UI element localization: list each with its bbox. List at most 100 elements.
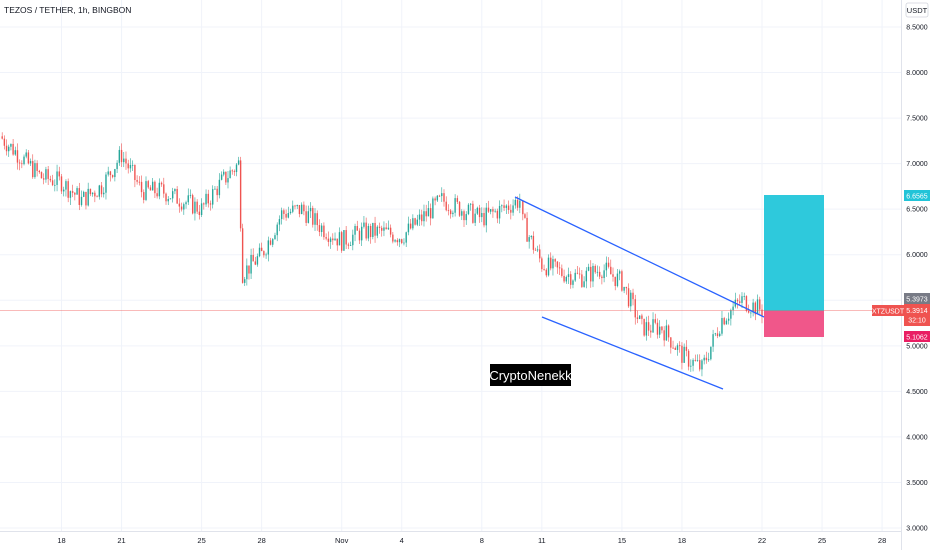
reference-price-label: 5.3973 (906, 297, 928, 304)
trendline-upper[interactable] (514, 196, 765, 318)
candle-body (280, 210, 283, 220)
candle-body (723, 318, 725, 325)
candle-body (707, 359, 710, 361)
countdown-label: 32:10 (908, 318, 926, 325)
candle-body (256, 256, 259, 265)
candle-body (683, 346, 685, 363)
candle-body (524, 214, 526, 218)
time-tick-label: 21 (117, 536, 125, 545)
candle-body (752, 302, 754, 313)
candle-body (405, 232, 407, 243)
long-position-loss-zone[interactable] (764, 311, 824, 337)
candle-body (76, 188, 78, 195)
candle-body (116, 162, 118, 170)
candle-body (507, 205, 510, 210)
candle-body (647, 322, 650, 331)
candle-body (5, 145, 8, 152)
symbol-title[interactable]: TEZOS / TETHER, 1h, BINGBON (4, 5, 131, 15)
candle-body (636, 317, 639, 319)
candle-body (727, 318, 730, 321)
price-tick-layer: 8.50008.00007.50007.00006.50006.00005.50… (906, 25, 928, 533)
candle-body (581, 274, 583, 287)
candle-body (556, 261, 559, 268)
candle-body (18, 162, 21, 164)
candle-body (572, 280, 574, 285)
candle-body (594, 265, 596, 273)
last-symbol-badge (872, 305, 904, 316)
candle-body (71, 191, 74, 193)
candle-body (192, 195, 194, 214)
candle-body (676, 345, 679, 350)
candle-body (151, 181, 154, 191)
candle-body (305, 211, 307, 223)
time-tick-label: 25 (197, 536, 205, 545)
candle-body (587, 266, 590, 271)
candle-body (56, 171, 58, 185)
candle-body (627, 288, 630, 307)
candle-body (721, 318, 723, 334)
long-position-profit-zone[interactable] (764, 195, 824, 311)
time-tick-label: 28 (878, 536, 886, 545)
candle-body (547, 257, 550, 276)
candle-body (449, 210, 452, 215)
candle-body (652, 319, 654, 333)
candle-body (432, 198, 434, 219)
candle-body (621, 271, 623, 291)
candle-body (701, 360, 703, 370)
time-tick-label: 18 (57, 536, 65, 545)
candle-body (216, 188, 218, 196)
candle-body (125, 158, 127, 164)
candle-body (1, 136, 3, 139)
candle-body (498, 206, 501, 219)
candle-body (136, 180, 138, 182)
currency-box[interactable] (905, 2, 929, 18)
candle-body (178, 203, 181, 207)
candle-body (174, 189, 176, 192)
candle-body (74, 192, 76, 195)
target-price-label: 6.6565 (906, 194, 928, 201)
candle-body (156, 193, 158, 197)
candle-body (320, 225, 323, 232)
time-axis[interactable]: 18 21 25 28 Nov 4 8 11 15 18 22 25 28 (57, 536, 886, 545)
candle-body (692, 359, 694, 366)
trendline-lower[interactable] (541, 316, 724, 390)
candle-body (207, 193, 209, 204)
candle-body (598, 271, 601, 277)
price-tick-label: 3.0000 (906, 526, 928, 533)
candle-body (409, 223, 412, 229)
candle-body (456, 198, 459, 202)
candle-body (361, 226, 363, 241)
candle-body (352, 234, 354, 246)
candle-body (332, 238, 334, 241)
candle-body (710, 346, 712, 360)
candle-body (561, 268, 563, 276)
candle-body (109, 171, 112, 176)
candle-body (229, 170, 231, 179)
price-tick-label: 8.5000 (906, 25, 928, 32)
candle-body (87, 188, 89, 206)
plot-area[interactable] (0, 0, 901, 531)
candle-body (454, 198, 456, 213)
candle-body (394, 240, 396, 242)
candle-body (323, 225, 325, 238)
candle-body (336, 238, 338, 246)
candle-body (143, 192, 145, 200)
candle-body (183, 204, 185, 210)
candle-body (712, 334, 714, 347)
candle-body (341, 232, 343, 251)
candle-body (325, 237, 327, 239)
candle-body (745, 296, 748, 311)
candle-layer (1, 132, 763, 377)
price-tick-label: 8.0000 (906, 70, 928, 77)
candle-body (492, 209, 494, 212)
time-tick-label: 4 (400, 536, 404, 545)
candle-body (625, 286, 628, 289)
price-tick-label: 4.5000 (906, 389, 928, 396)
candle-body (654, 319, 656, 323)
candle-body (218, 179, 221, 196)
candle-body (365, 222, 367, 239)
candle-body (743, 296, 745, 297)
candle-body (465, 214, 467, 221)
candle-body (47, 169, 49, 179)
